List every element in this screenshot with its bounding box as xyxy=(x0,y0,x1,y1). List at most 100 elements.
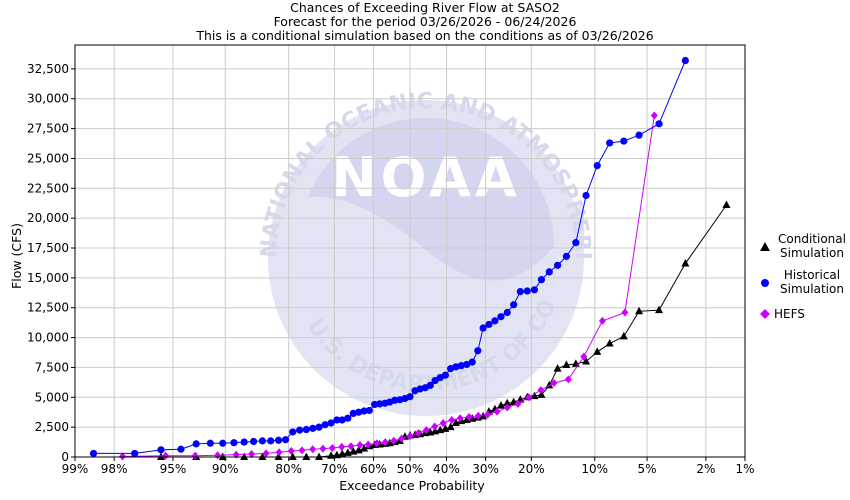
data-point xyxy=(131,449,139,458)
data-point xyxy=(564,375,572,384)
data-point xyxy=(452,363,460,371)
data-point xyxy=(525,393,533,402)
data-point xyxy=(406,432,414,441)
diamond-marker-icon xyxy=(760,309,770,319)
data-point xyxy=(446,422,455,431)
data-point xyxy=(479,324,487,332)
data-point xyxy=(474,347,482,355)
data-point xyxy=(468,358,476,366)
data-point xyxy=(230,439,238,447)
data-point xyxy=(321,421,329,429)
data-point xyxy=(267,437,275,445)
data-point xyxy=(309,445,317,454)
data-point xyxy=(302,452,311,460)
data-point xyxy=(281,436,290,444)
data-point xyxy=(262,449,270,458)
chart-legend: Conditional Simulation Historical Simula… xyxy=(756,232,850,324)
data-point xyxy=(258,437,267,445)
data-point xyxy=(516,288,524,296)
data-point xyxy=(572,239,580,247)
series-layer xyxy=(89,56,731,461)
data-point xyxy=(545,268,553,276)
legend-label: Simulation xyxy=(780,282,844,296)
data-point xyxy=(503,308,511,317)
x-tick-label: 70% xyxy=(321,462,348,476)
data-point xyxy=(503,398,512,407)
data-point xyxy=(302,425,310,434)
data-point xyxy=(328,444,336,453)
data-point xyxy=(582,356,591,365)
y-tick-label: 22,500 xyxy=(27,181,69,195)
data-point xyxy=(456,414,464,423)
data-point xyxy=(422,426,430,435)
x-tick-label: 40% xyxy=(433,462,460,476)
x-tick-label: 95% xyxy=(160,462,187,476)
data-point xyxy=(327,419,335,427)
data-point xyxy=(496,401,505,409)
data-point xyxy=(309,424,317,432)
data-point xyxy=(681,259,690,267)
data-point xyxy=(537,390,546,398)
y-tick-label: 10,000 xyxy=(27,331,69,345)
data-point xyxy=(431,422,439,431)
data-point xyxy=(553,364,562,372)
legend-label: HEFS xyxy=(774,307,805,321)
data-point xyxy=(315,423,323,431)
y-tick-label: 32,500 xyxy=(27,62,69,76)
data-point xyxy=(157,446,165,454)
data-point xyxy=(621,308,629,317)
x-tick-label: 5% xyxy=(638,462,657,476)
data-point xyxy=(119,452,127,461)
triangle-marker-icon xyxy=(760,242,770,251)
data-point xyxy=(219,439,227,447)
data-point xyxy=(485,320,493,329)
y-tick-label: 27,500 xyxy=(27,122,69,136)
x-tick-label: 60% xyxy=(360,462,387,476)
data-point xyxy=(441,371,450,379)
data-point xyxy=(537,276,546,284)
x-tick-label: 10% xyxy=(581,462,608,476)
data-point xyxy=(439,418,447,427)
data-point xyxy=(381,438,389,447)
data-point xyxy=(635,131,643,139)
data-point xyxy=(598,316,606,325)
data-point xyxy=(365,406,373,415)
x-tick-label: 1% xyxy=(735,462,754,476)
x-tick-label: 80% xyxy=(275,462,302,476)
y-tick-label: 7,500 xyxy=(35,360,69,374)
data-point xyxy=(463,360,471,369)
data-point xyxy=(553,261,562,269)
legend-label: Historical xyxy=(783,268,841,282)
data-point xyxy=(523,287,531,295)
data-point xyxy=(349,409,357,418)
data-point xyxy=(360,444,369,452)
data-point xyxy=(655,305,664,314)
data-point xyxy=(550,378,558,387)
data-point xyxy=(274,436,283,444)
chart-note: This is a conditional simulation based o… xyxy=(196,28,654,43)
data-point xyxy=(510,301,518,309)
data-point xyxy=(289,428,297,436)
data-point xyxy=(356,441,364,450)
data-point xyxy=(457,362,465,370)
data-point xyxy=(650,111,658,120)
x-axis-label: Exceedance Probability xyxy=(339,478,485,493)
series-hefs xyxy=(119,111,658,461)
data-point xyxy=(89,449,98,458)
data-point xyxy=(722,200,731,209)
data-point xyxy=(465,412,473,421)
data-point xyxy=(406,393,414,401)
data-point xyxy=(248,450,256,459)
legend-label: Conditional xyxy=(778,232,846,246)
data-point xyxy=(448,415,456,424)
x-tick-label: 30% xyxy=(472,462,499,476)
data-point xyxy=(398,434,406,443)
y-tick-label: 0 xyxy=(61,450,69,464)
data-point xyxy=(288,452,297,460)
axes: 99% 98% 95% 90% 80% 70% 60% 50% 40% 30% 20% 10% 5% 2%… xyxy=(27,44,755,476)
data-point xyxy=(364,440,372,449)
data-point xyxy=(275,448,283,457)
data-point xyxy=(296,426,304,434)
data-point xyxy=(240,452,249,460)
